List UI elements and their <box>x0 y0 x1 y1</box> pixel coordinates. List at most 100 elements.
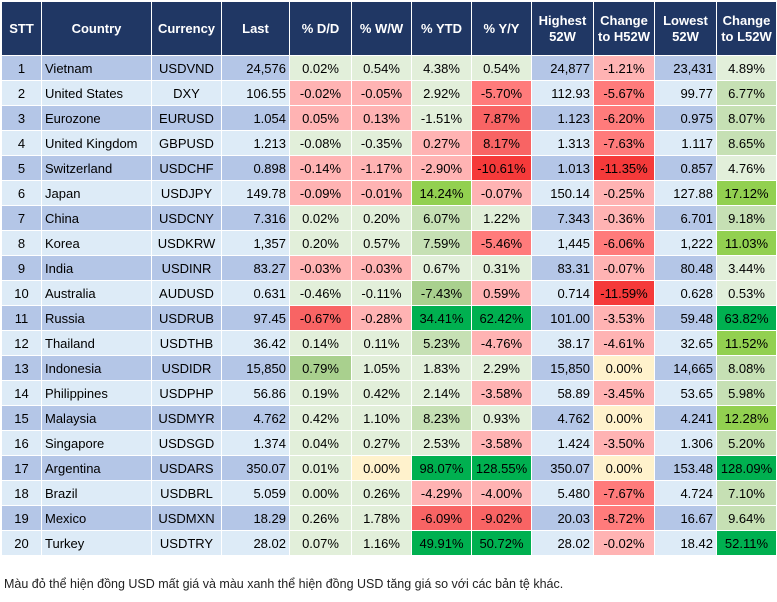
cell-ww: -0.11% <box>351 280 412 306</box>
cell-high: 1,445 <box>531 230 594 256</box>
cell-high: 1.313 <box>531 130 594 156</box>
fx-table: STT Country Currency Last% D/D% W/W% YTD% Y… <box>1 1 777 556</box>
cell-low: 4.241 <box>654 405 717 431</box>
cell-dd: 0.07% <box>289 530 352 556</box>
cell-dd: 0.20% <box>289 230 352 256</box>
header-high52w: Highest 52W <box>531 1 594 56</box>
cell-stt: 5 <box>1 155 42 181</box>
cell-ytd: 6.07% <box>411 205 472 231</box>
cell-low: 14,665 <box>654 355 717 381</box>
cell-ch: -3.53% <box>593 305 655 331</box>
cell-cl: 8.07% <box>716 105 777 131</box>
cell-low: 0.975 <box>654 105 717 131</box>
cell-ytd: 98.07% <box>411 455 472 481</box>
cell-ch: 0.00% <box>593 455 655 481</box>
cell-yy: 0.93% <box>471 405 532 431</box>
cell-last: 15,850 <box>221 355 290 381</box>
cell-ww: 0.20% <box>351 205 412 231</box>
cell-low: 16.67 <box>654 505 717 531</box>
cell-ch: 0.00% <box>593 405 655 431</box>
cell-ch: 0.00% <box>593 355 655 381</box>
cell-ch: -0.36% <box>593 205 655 231</box>
cell-low: 80.48 <box>654 255 717 281</box>
cell-country: Brazil <box>41 480 152 506</box>
cell-cl: 63.82% <box>716 305 777 331</box>
header-last: Last <box>221 1 290 56</box>
cell-low: 6.701 <box>654 205 717 231</box>
cell-high: 1.424 <box>531 430 594 456</box>
cell-cl: 11.03% <box>716 230 777 256</box>
cell-yy: -0.07% <box>471 180 532 206</box>
cell-country: United States <box>41 80 152 106</box>
cell-currency: USDBRL <box>151 480 222 506</box>
cell-country: Korea <box>41 230 152 256</box>
cell-low: 99.77 <box>654 80 717 106</box>
cell-yy: -3.58% <box>471 380 532 406</box>
cell-low: 1,222 <box>654 230 717 256</box>
table-row: 9 India USDINR 83.27 -0.03% -0.03% 0.67% 0.31% 8… <box>1 255 777 281</box>
cell-stt: 9 <box>1 255 42 281</box>
header-ww: % W/W <box>351 1 412 56</box>
cell-stt: 14 <box>1 380 42 406</box>
cell-last: 83.27 <box>221 255 290 281</box>
cell-stt: 4 <box>1 130 42 156</box>
cell-low: 53.65 <box>654 380 717 406</box>
cell-yy: 0.54% <box>471 55 532 81</box>
cell-high: 7.343 <box>531 205 594 231</box>
cell-yy: -3.58% <box>471 430 532 456</box>
cell-ch: -0.02% <box>593 530 655 556</box>
cell-last: 1.213 <box>221 130 290 156</box>
cell-country: Philippines <box>41 380 152 406</box>
cell-cl: 3.44% <box>716 255 777 281</box>
cell-country: Thailand <box>41 330 152 356</box>
cell-ww: 0.57% <box>351 230 412 256</box>
cell-dd: 0.19% <box>289 380 352 406</box>
cell-stt: 13 <box>1 355 42 381</box>
cell-country: Argentina <box>41 455 152 481</box>
cell-country: Mexico <box>41 505 152 531</box>
cell-dd: 0.00% <box>289 480 352 506</box>
cell-country: Malaysia <box>41 405 152 431</box>
table-row: 3 Eurozone EURUSD 1.054 0.05% 0.13% -1.51% 7.87… <box>1 105 777 131</box>
cell-stt: 19 <box>1 505 42 531</box>
cell-last: 1,357 <box>221 230 290 256</box>
cell-stt: 2 <box>1 80 42 106</box>
cell-yy: 0.59% <box>471 280 532 306</box>
cell-currency: GBPUSD <box>151 130 222 156</box>
cell-last: 97.45 <box>221 305 290 331</box>
cell-last: 5.059 <box>221 480 290 506</box>
cell-ww: 0.13% <box>351 105 412 131</box>
cell-stt: 20 <box>1 530 42 556</box>
cell-ww: -0.05% <box>351 80 412 106</box>
cell-high: 1.123 <box>531 105 594 131</box>
header-country: Country <box>41 1 152 56</box>
cell-last: 56.86 <box>221 380 290 406</box>
cell-currency: USDARS <box>151 455 222 481</box>
cell-high: 38.17 <box>531 330 594 356</box>
cell-low: 32.65 <box>654 330 717 356</box>
cell-yy: 62.42% <box>471 305 532 331</box>
cell-low: 0.628 <box>654 280 717 306</box>
cell-ch: -8.72% <box>593 505 655 531</box>
header-change-l52w: Change to L52W <box>716 1 777 56</box>
cell-ytd: 49.91% <box>411 530 472 556</box>
cell-yy: 128.55% <box>471 455 532 481</box>
cell-ch: -5.67% <box>593 80 655 106</box>
cell-ytd: 8.23% <box>411 405 472 431</box>
cell-stt: 16 <box>1 430 42 456</box>
cell-dd: 0.79% <box>289 355 352 381</box>
cell-currency: USDRUB <box>151 305 222 331</box>
cell-ch: -3.45% <box>593 380 655 406</box>
table-row: 12 Thailand USDTHB 36.42 0.14% 0.11% 5.23% -4.7… <box>1 330 777 356</box>
cell-currency: USDMXN <box>151 505 222 531</box>
cell-ww: -0.01% <box>351 180 412 206</box>
cell-currency: DXY <box>151 80 222 106</box>
cell-cl: 0.53% <box>716 280 777 306</box>
cell-dd: 0.02% <box>289 55 352 81</box>
footer-note: Màu đỏ thể hiện đồng USD mất giá và màu … <box>4 577 564 591</box>
cell-yy: 8.17% <box>471 130 532 156</box>
cell-ch: -0.07% <box>593 255 655 281</box>
cell-currency: USDCNY <box>151 205 222 231</box>
cell-country: Russia <box>41 305 152 331</box>
cell-cl: 128.09% <box>716 455 777 481</box>
